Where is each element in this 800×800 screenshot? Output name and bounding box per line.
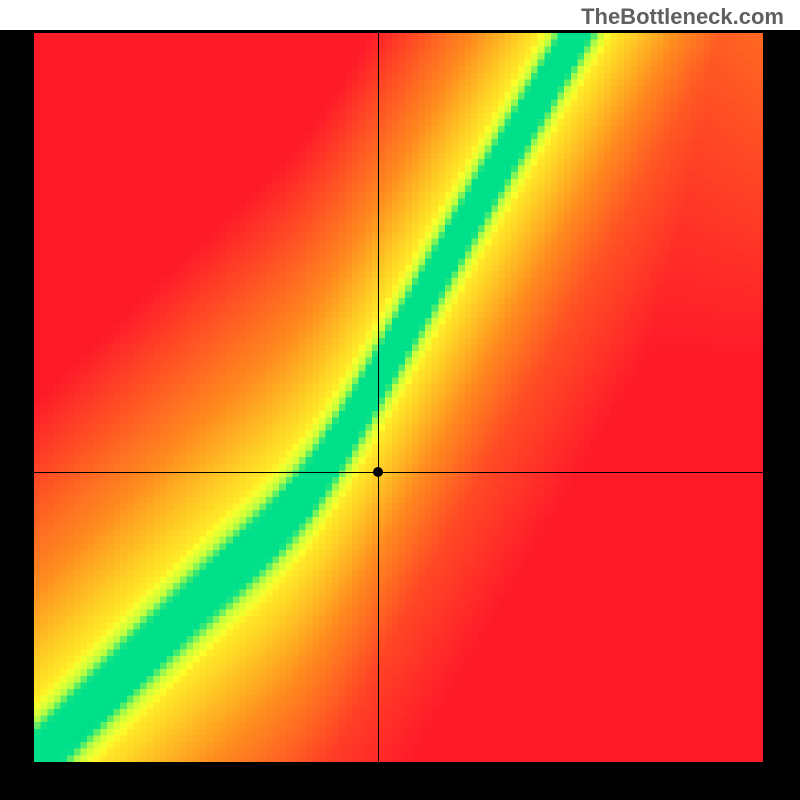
intersection-marker	[373, 467, 383, 477]
root: TheBottleneck.com	[0, 0, 800, 800]
frame-left	[0, 30, 34, 800]
frame-top	[0, 30, 800, 33]
crosshair-horizontal	[34, 472, 763, 473]
crosshair-vertical	[378, 33, 379, 762]
frame-right	[763, 30, 800, 800]
watermark-text: TheBottleneck.com	[581, 4, 784, 30]
bottleneck-heatmap	[34, 33, 763, 762]
frame-bottom	[0, 762, 800, 800]
